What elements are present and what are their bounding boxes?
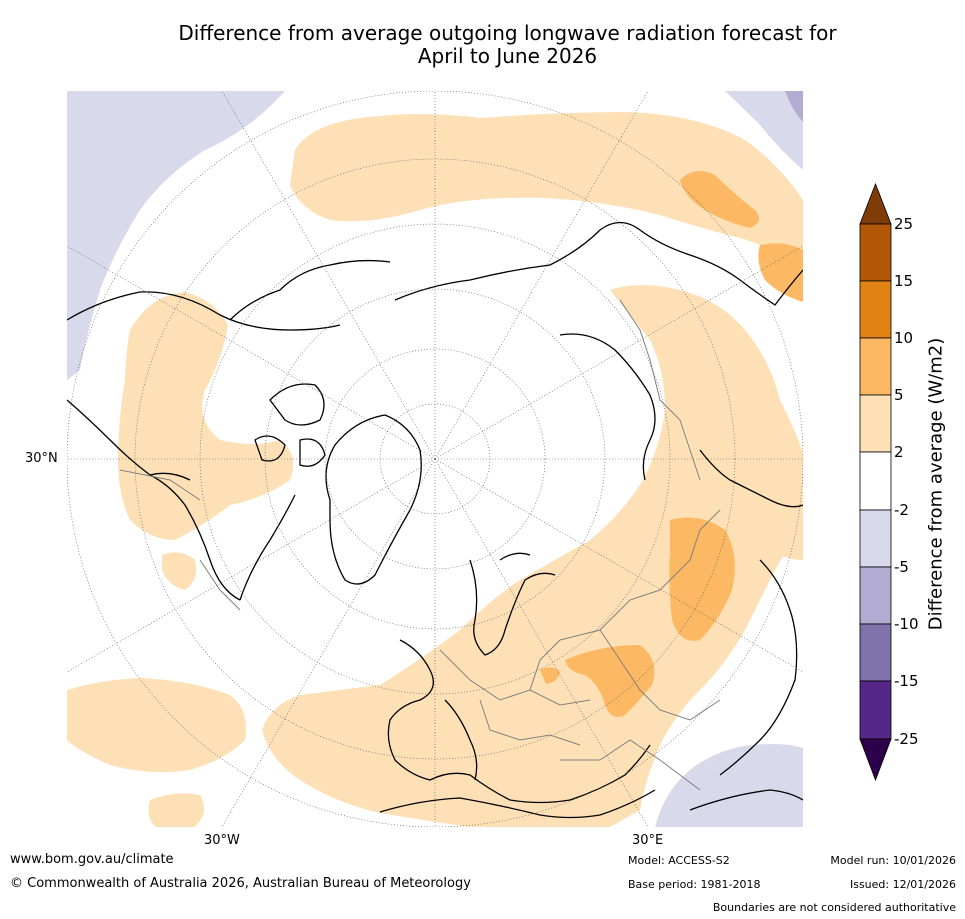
anomaly-region-negative-northeast-deep xyxy=(785,91,803,122)
colorbar-segment-10-15 xyxy=(859,280,892,339)
colorbar-tick-m25: -25 xyxy=(894,730,919,748)
colorbar-segment-m5-m10 xyxy=(859,566,892,625)
colorbar-extend-high xyxy=(859,182,892,225)
coastline-siberia xyxy=(394,221,803,481)
anomaly-region-positive-south-atlantic xyxy=(148,793,204,827)
coastline-canadian-archipelago xyxy=(254,383,326,467)
colorbar-tick-5: 5 xyxy=(894,386,904,404)
meridian-60e xyxy=(434,458,803,673)
colorbar-tick-m2: -2 xyxy=(894,501,909,519)
colorbar-tick-m5: -5 xyxy=(894,558,909,576)
issued-text: Issued: 12/01/2026 xyxy=(849,878,956,891)
meridian-120e xyxy=(434,245,803,460)
coastline-asia-east xyxy=(699,449,803,776)
disclaimer-text: Boundaries are not considered authoritat… xyxy=(712,901,956,914)
colorbar-segment-2-5 xyxy=(859,394,892,453)
colorbar-tick-25: 25 xyxy=(894,215,914,233)
anomaly-region-positive-north-america-2 xyxy=(162,552,197,590)
coastline-north-america xyxy=(67,291,341,601)
colorbar-segment-15-25 xyxy=(859,223,892,282)
graticule xyxy=(67,91,803,827)
coastline-alaska xyxy=(229,259,391,321)
coastline-scandinavia xyxy=(469,552,556,656)
anomaly-region-positive-bering xyxy=(680,171,759,228)
base-period-text: Base period: 1981-2018 xyxy=(628,878,761,891)
lat-label-30n: 30°N xyxy=(25,451,58,466)
meridian-150e xyxy=(434,91,649,460)
meridian-30w xyxy=(221,458,436,827)
meridian-30e xyxy=(434,458,649,827)
coastline-africa xyxy=(379,789,803,819)
colorbar-tick-m10: -10 xyxy=(894,615,919,633)
anomaly-region-positive-atlantic xyxy=(67,678,246,773)
latitude-circle-70 xyxy=(324,348,546,570)
anomaly-region-positive-kamchatka xyxy=(758,243,803,302)
lon-label-30e: 30°E xyxy=(632,833,664,848)
colorbar-tick-10: 10 xyxy=(894,329,914,347)
title-line-2: April to June 2026 xyxy=(417,44,598,68)
meridian-60w xyxy=(67,458,436,673)
anomaly-region-negative-pacific xyxy=(67,91,285,380)
colorbar xyxy=(859,182,892,782)
map-title: Difference from average outgoing longwav… xyxy=(0,22,965,68)
meridian-150w xyxy=(221,91,436,460)
lon-label-30w: 30°W xyxy=(204,833,240,848)
map-area xyxy=(67,91,803,827)
colorbar-segment-m10-m15 xyxy=(859,623,892,682)
colorbar-tick-15: 15 xyxy=(894,272,914,290)
title-line-1: Difference from average outgoing longwav… xyxy=(178,21,837,45)
copyright-text: © Commonwealth of Australia 2026, Austra… xyxy=(10,876,471,891)
anomaly-region-negative-northeast xyxy=(725,91,803,170)
anomaly-region-positive-east-asia xyxy=(760,500,803,560)
country-borders xyxy=(119,299,721,791)
anomaly-region-positive-balkans xyxy=(540,667,560,684)
colorbar-tick-m15: -15 xyxy=(894,672,919,690)
colorbar-segment-5-10 xyxy=(859,337,892,396)
colorbar-segment-m15-m25 xyxy=(859,680,892,740)
coastline-greenland xyxy=(325,414,422,585)
anomaly-region-positive-black-sea xyxy=(565,645,655,718)
coastlines xyxy=(67,221,803,819)
model-run-text: Model run: 10/01/2026 xyxy=(830,854,956,867)
colorbar-title: Difference from average (W/m2) xyxy=(925,337,947,631)
colorbar-tick-2: 2 xyxy=(894,443,904,461)
website-link[interactable]: www.bom.gov.au/climate xyxy=(10,852,174,867)
anomaly-region-negative-south xyxy=(655,744,803,827)
anomaly-region-positive-north-pacific xyxy=(290,112,803,260)
colorbar-extend-low xyxy=(859,738,892,782)
colorbar-segment-neutral xyxy=(859,451,892,511)
anomaly-region-positive-central-asia xyxy=(669,517,735,641)
colorbar-segment-m2-m5 xyxy=(859,509,892,568)
latitude-circle-60 xyxy=(264,288,606,630)
model-text: Model: ACCESS-S2 xyxy=(628,854,730,867)
meridian-120w xyxy=(67,245,436,460)
anomaly-region-positive-eurasia xyxy=(262,285,803,827)
coastline-europe xyxy=(387,639,651,804)
